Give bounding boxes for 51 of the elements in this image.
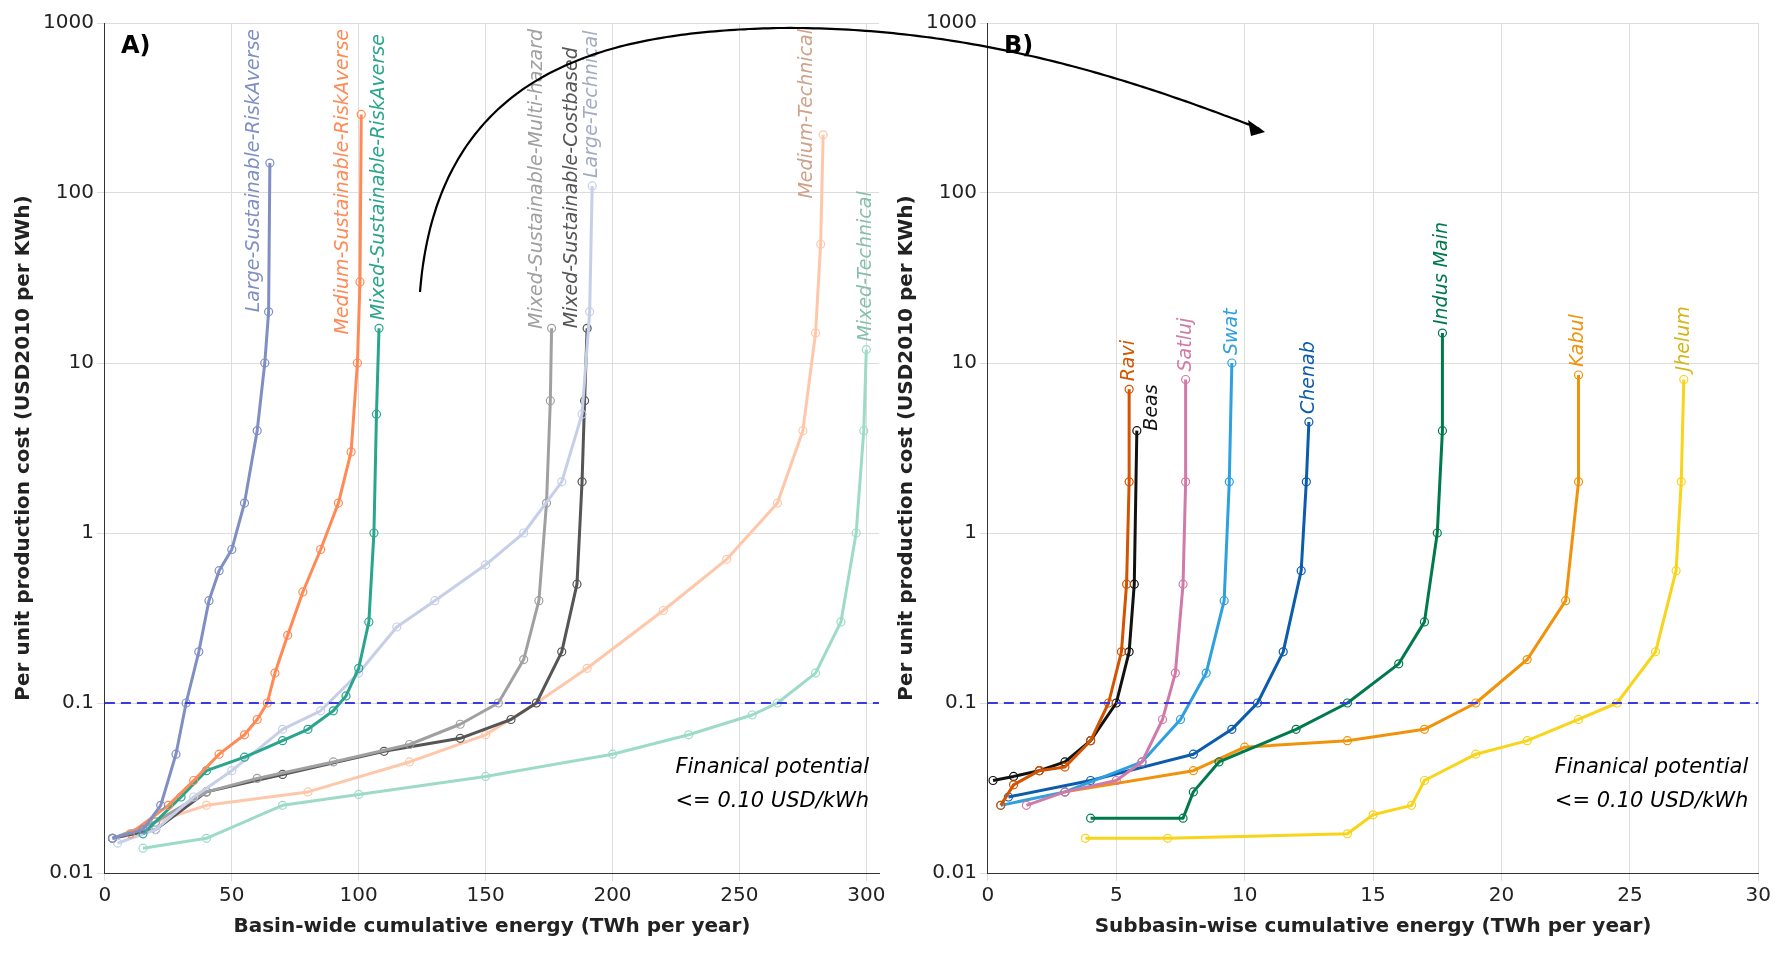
annotation: <= 0.10 USD/kWh <box>1554 787 1749 812</box>
text: Medium-Technical <box>793 28 816 199</box>
text: Jhelum <box>1670 306 1693 376</box>
x-axis-title: Basin-wide cumulative energy (TWh per year) <box>233 913 751 938</box>
x-tick-label: 100 <box>339 882 378 907</box>
text: Mixed-Sustainable-Multi-hazard <box>523 28 546 329</box>
y-tick-label: 100 <box>55 179 94 204</box>
x-tick-label: 150 <box>466 882 505 907</box>
annotation: Finanical potential <box>675 753 870 778</box>
text: Satluj <box>1172 317 1195 372</box>
text: Large-Technical <box>579 29 602 178</box>
x-tick-label: 20 <box>1488 882 1515 907</box>
y-tick-label: 0.01 <box>932 859 977 884</box>
text: Ravi <box>1116 339 1139 382</box>
y-tick-label: 1 <box>81 519 94 544</box>
text: Indus Main <box>1429 222 1452 326</box>
text: Chenab <box>1295 341 1318 414</box>
text: Kabul <box>1565 313 1588 367</box>
y-tick-label: 1 <box>964 519 977 544</box>
y-tick-label: 0.01 <box>49 859 94 884</box>
text: Mixed-Technical <box>853 190 876 342</box>
x-tick-label: 200 <box>593 882 632 907</box>
x-tick-label: 5 <box>1109 882 1123 907</box>
y-tick-label: 1000 <box>42 9 94 34</box>
x-tick-label: 0 <box>981 882 995 907</box>
x-tick-label: 15 <box>1360 882 1386 907</box>
x-axis-title: Subbasin-wise cumulative energy (TWh per year) <box>1094 913 1652 938</box>
text: Mixed-Sustainable-Costbased <box>559 46 582 329</box>
text: Medium-Sustainable-RiskAverse <box>330 29 353 335</box>
annotation: A) <box>120 31 151 60</box>
y-axis-title: Per unit production cost (USD2010 per KWh) <box>10 195 35 701</box>
y-tick-label: 0.1 <box>62 689 94 714</box>
x-tick-label: 25 <box>1617 882 1643 907</box>
x-tick-label: 300 <box>847 882 886 907</box>
annotation: Finanical potential <box>1554 753 1749 778</box>
x-tick-label: 50 <box>219 882 245 907</box>
text: Large-Sustainable-RiskAverse <box>240 28 263 313</box>
x-tick-label: 250 <box>720 882 759 907</box>
text: Swat <box>1218 306 1241 355</box>
y-tick-label: 0.1 <box>945 689 977 714</box>
y-tick-label: 1000 <box>925 9 977 34</box>
y-tick-label: 10 <box>68 349 94 374</box>
y-tick-label: 10 <box>951 349 977 374</box>
x-tick-label: 0 <box>98 882 112 907</box>
annotation: <= 0.10 USD/kWh <box>675 787 869 812</box>
y-tick-label: 100 <box>938 179 977 204</box>
text: Mixed-Sustainable-RiskAverse <box>365 34 388 321</box>
text: Beas <box>1138 384 1161 431</box>
x-tick-label: 10 <box>1231 882 1258 907</box>
x-tick-label: 30 <box>1745 882 1771 907</box>
y-axis-title: Per unit production cost (USD2010 per KWh) <box>893 195 918 701</box>
